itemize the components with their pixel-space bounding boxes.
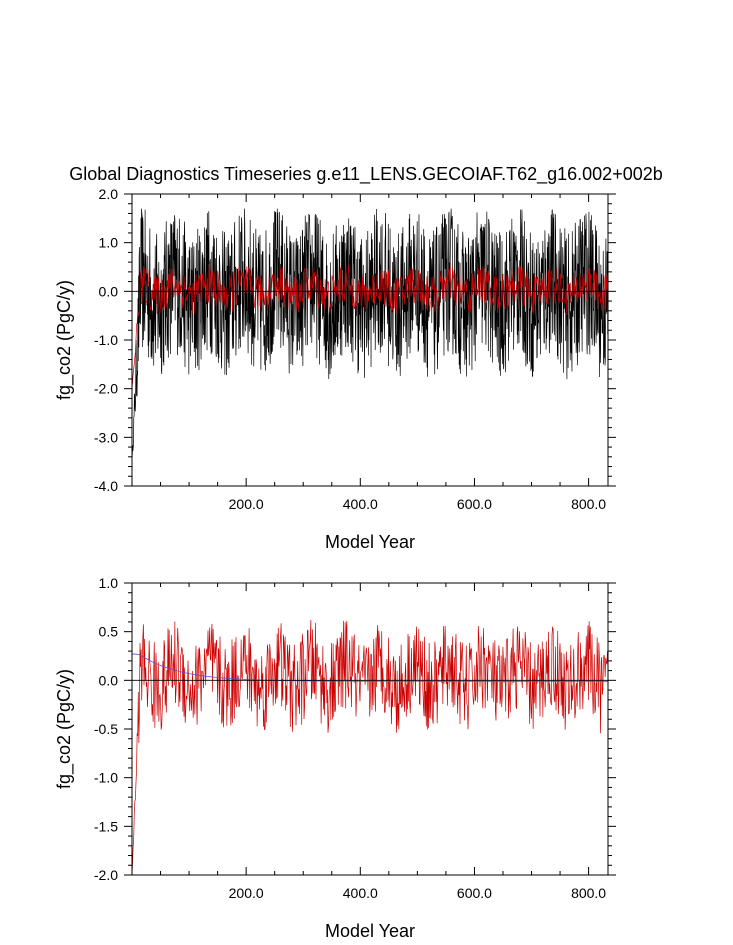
bottom-panel: 200.0 400.0 600.0 800.0 -2.0 -1.5 -1.0 -0.5 0.0 0… [54,575,616,941]
y-tick-label: -0.5 [94,721,118,737]
x-tick-label: 800.0 [571,496,606,512]
y-tick-label: 1.0 [99,235,119,251]
y-tick-label: 0.5 [99,624,119,640]
plot-frame [131,582,609,876]
x-tick-label: 600.0 [457,885,492,901]
y-tick-label: -1.0 [94,332,118,348]
y-axis-title: fg_co2 (PgC/y) [54,280,75,400]
x-tick-label: 600.0 [457,496,492,512]
y-axis-title: fg_co2 (PgC/y) [54,669,75,789]
y-tick-label: -1.5 [94,818,118,834]
bottom-series-annual-line [131,619,609,876]
x-tick-label: 200.0 [229,496,264,512]
x-tick-label: 400.0 [343,885,378,901]
y-tick-label: 2.0 [99,186,119,202]
y-tick-label: -2.0 [94,381,118,397]
top-series-annual-line [131,264,609,389]
x-axis-title: Model Year [325,532,415,552]
y-tick-label: 1.0 [99,575,119,591]
top-series-monthly-line [131,208,609,462]
x-tick-label: 400.0 [343,496,378,512]
bottom-series-trend-line [132,653,608,682]
top-panel: 200.0 400.0 600.0 800.0 -4.0 -3.0 -2.0 -1.0 0.0 1… [54,186,616,552]
x-axis-title: Model Year [325,921,415,941]
y-tick-label: -1.0 [94,770,118,786]
page-title: Global Diagnostics Timeseries g.e11_LENS… [69,164,663,185]
y-tick-label: 0.0 [99,283,119,299]
y-tick-label: -2.0 [94,867,118,883]
x-tick-label: 200.0 [229,885,264,901]
y-tick-label: -4.0 [94,478,118,494]
y-tick-label: 0.0 [99,672,119,688]
y-tick-label: -3.0 [94,429,118,445]
x-tick-label: 800.0 [571,885,606,901]
